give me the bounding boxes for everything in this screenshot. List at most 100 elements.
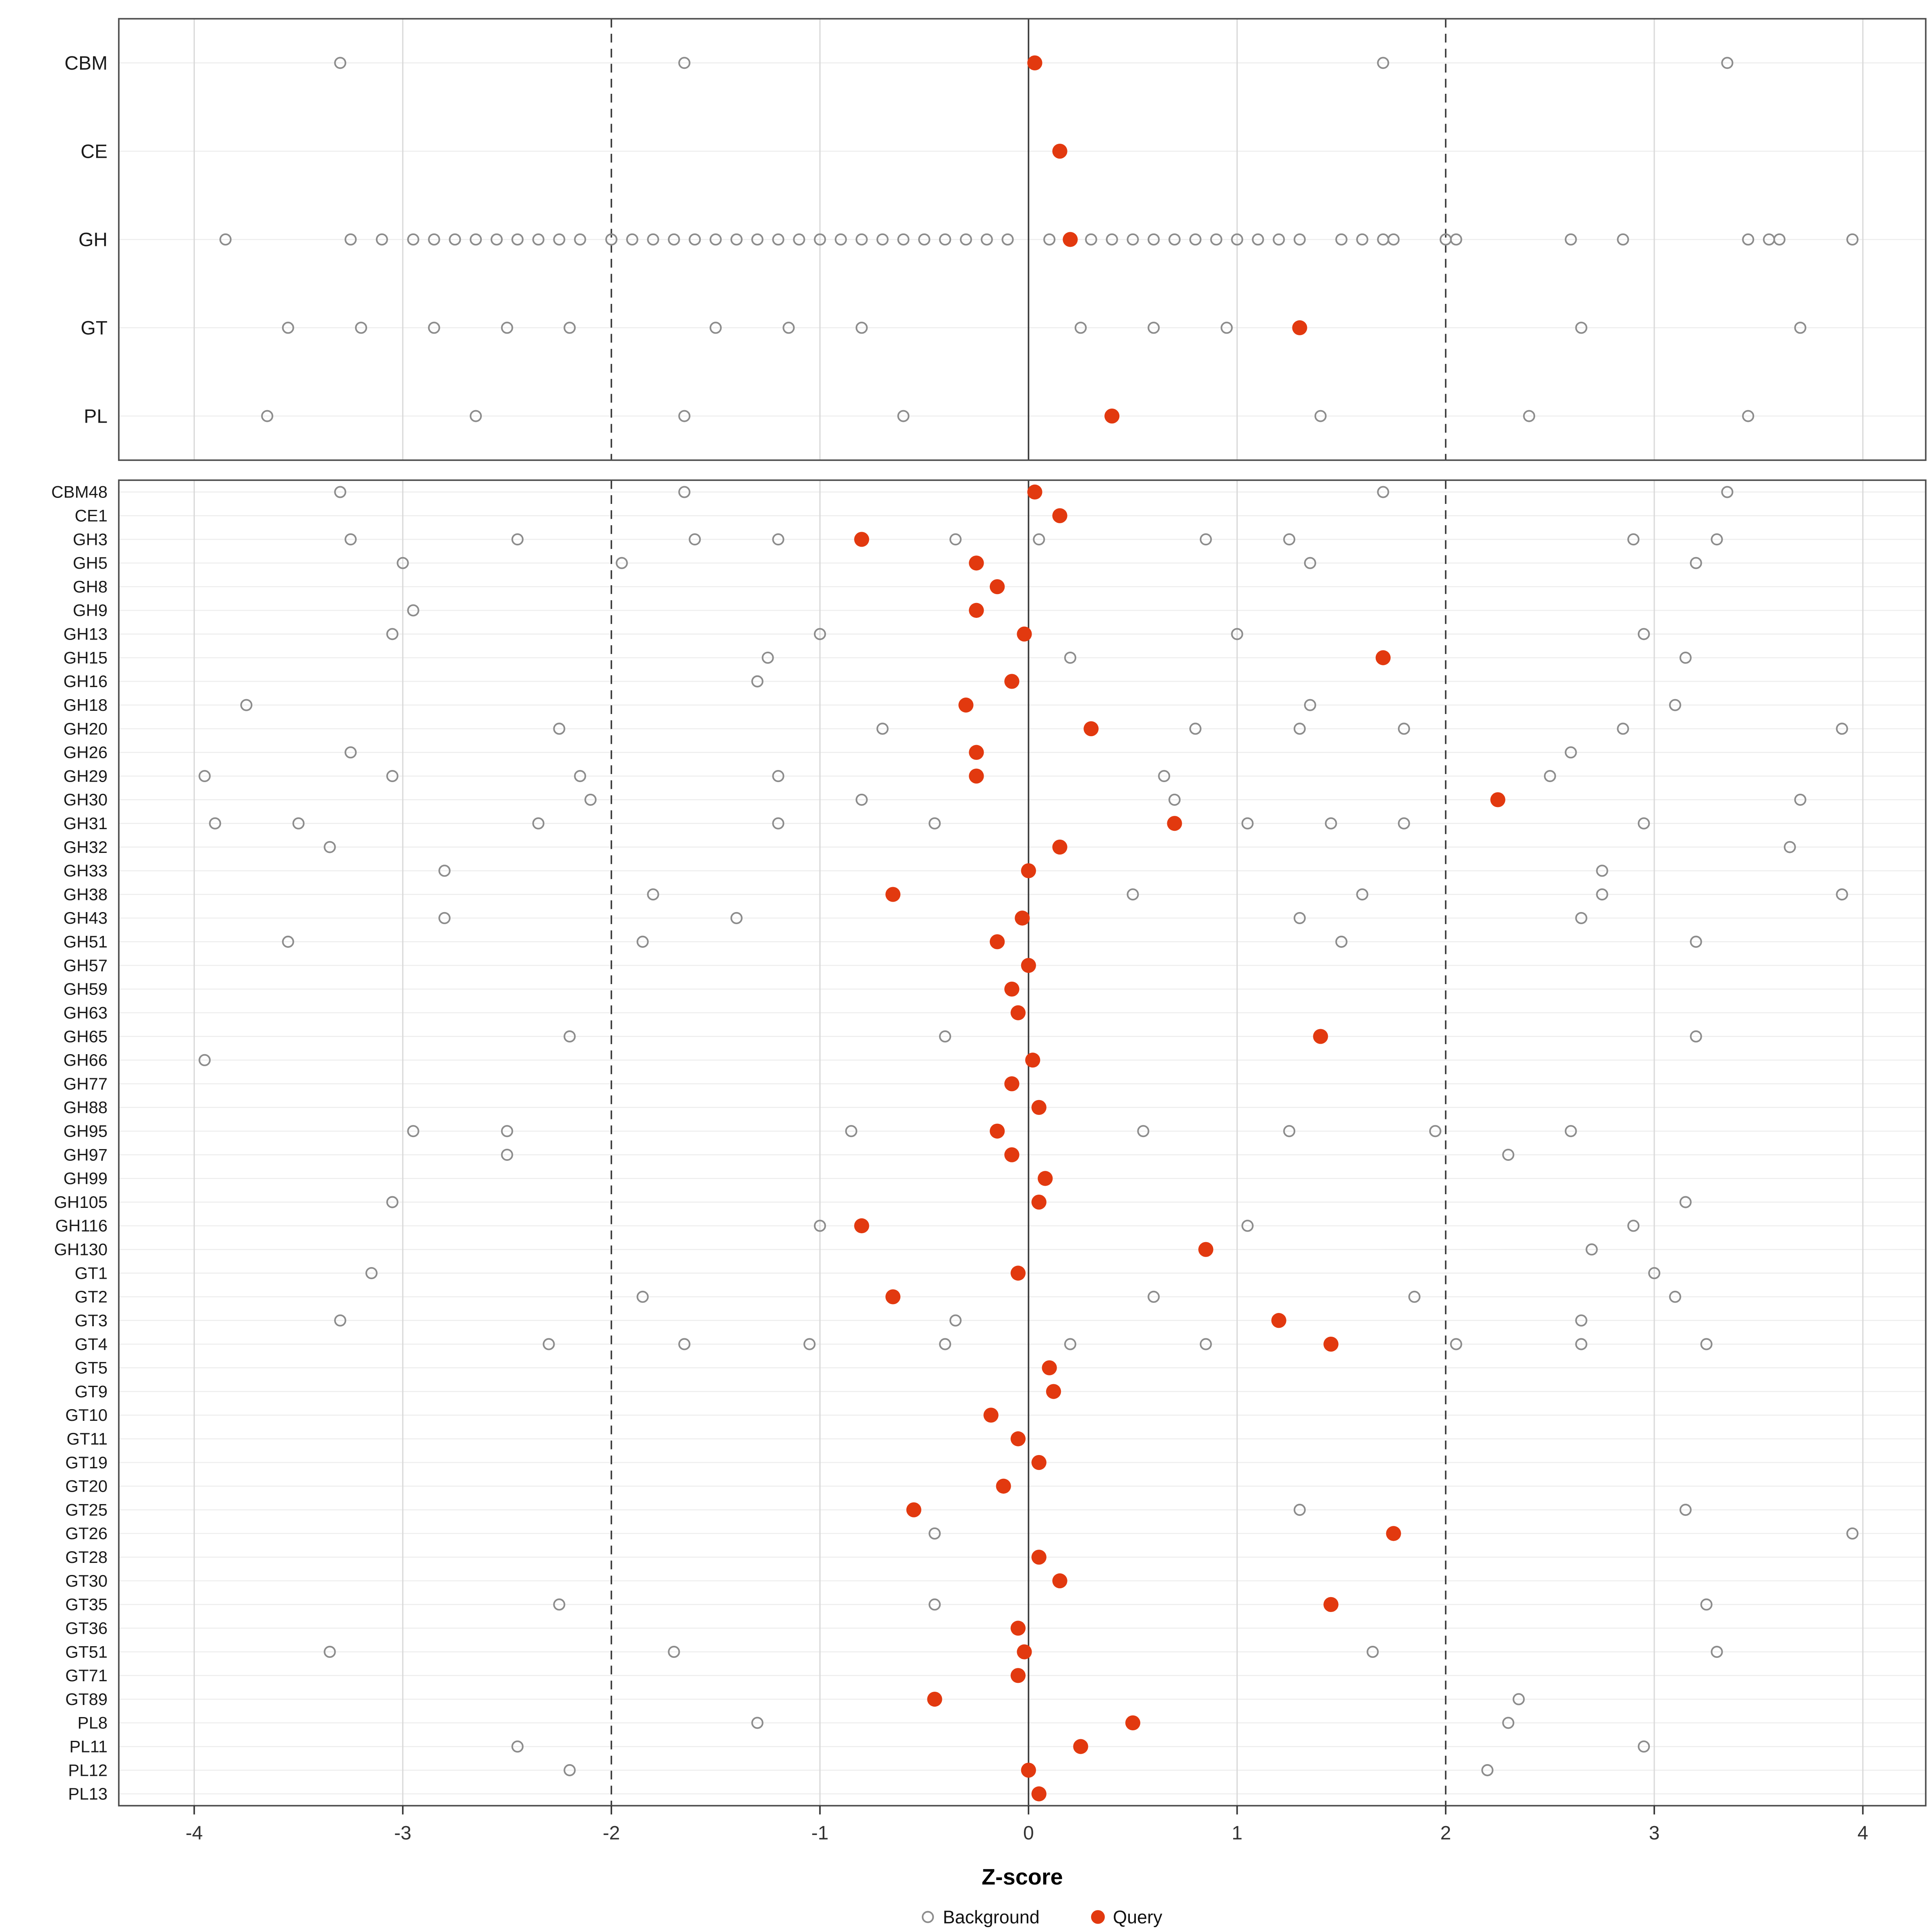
background-point (1575, 322, 1587, 334)
query-point (1004, 1076, 1020, 1092)
background-point (1585, 1243, 1598, 1256)
background-point (198, 1054, 211, 1066)
query-point (1027, 55, 1042, 70)
background-point (814, 1220, 826, 1232)
legend-query-label: Query (1113, 1907, 1162, 1927)
background-point (1273, 233, 1285, 246)
background-point (1783, 841, 1796, 853)
background-point (1836, 888, 1848, 901)
background-point (345, 533, 357, 546)
background-point (605, 233, 617, 246)
background-point (1148, 233, 1160, 246)
background-point (334, 57, 347, 69)
y-axis-label: GH77 (64, 1074, 108, 1093)
panel-border (118, 479, 1927, 1807)
background-point (1523, 410, 1536, 422)
query-point (1017, 626, 1032, 642)
family-summary-panel: CBM CE GH GT PL (64, 18, 1927, 461)
y-axis-label: PL (84, 405, 107, 427)
background-point (438, 912, 451, 925)
query-point (1104, 408, 1120, 424)
background-point (1669, 699, 1681, 711)
query-point (958, 698, 974, 713)
background-point (490, 233, 503, 246)
background-point (1199, 533, 1212, 546)
y-axis-label: CBM48 (51, 483, 107, 502)
background-point (939, 233, 952, 246)
background-point (1711, 533, 1723, 546)
background-point (574, 770, 586, 782)
background-point (407, 604, 419, 617)
background-point (1252, 233, 1264, 246)
background-point (553, 1598, 566, 1611)
background-point (647, 888, 659, 901)
background-point (324, 1645, 336, 1658)
y-axis-label: GH105 (54, 1193, 107, 1212)
background-point (772, 817, 784, 830)
query-point (1046, 1384, 1061, 1399)
background-point (1283, 1125, 1296, 1137)
background-point (1679, 651, 1692, 664)
x-tick-label: -2 (603, 1822, 620, 1844)
background-point (1199, 1338, 1212, 1350)
y-axis-label: GT9 (75, 1382, 108, 1401)
query-point (1021, 958, 1036, 973)
background-point (345, 233, 357, 246)
query-point (1010, 1620, 1026, 1636)
query-point (1323, 1597, 1339, 1612)
background-point (678, 1338, 691, 1350)
background-point (543, 1338, 555, 1350)
y-axis-label: GT10 (65, 1406, 107, 1424)
background-point (1408, 1290, 1421, 1303)
background-point (1565, 233, 1577, 246)
background-point (762, 651, 774, 664)
background-point (219, 233, 232, 246)
background-point (553, 722, 566, 735)
background-point (438, 865, 451, 877)
y-axis-label: GH15 (64, 648, 108, 667)
background-point (1679, 1196, 1692, 1208)
background-point (1638, 817, 1650, 830)
panel-border (118, 18, 1927, 461)
background-point (1742, 410, 1754, 422)
background-point (1513, 1693, 1525, 1705)
query-point (854, 1218, 869, 1234)
query-point (1031, 1455, 1046, 1470)
background-point (1293, 912, 1306, 925)
background-point (855, 233, 868, 246)
background-point (564, 1764, 576, 1777)
background-point (814, 628, 826, 640)
query-point (1198, 1242, 1214, 1257)
background-point (1220, 322, 1233, 334)
y-axis-label: GT28 (65, 1548, 107, 1567)
y-axis-label: GH130 (54, 1240, 107, 1259)
background-point (1711, 1645, 1723, 1658)
panel-background (119, 480, 1926, 1806)
background-point (1544, 770, 1556, 782)
y-axis-label: GH88 (64, 1098, 108, 1117)
background-point (897, 233, 910, 246)
query-point (969, 768, 984, 784)
y-axis-label: GT5 (75, 1358, 108, 1377)
background-point (1335, 935, 1348, 948)
y-axis-label: GH65 (64, 1027, 108, 1046)
background-point (1450, 1338, 1462, 1350)
y-axis-label: GH9 (73, 601, 107, 620)
background-point (1690, 935, 1702, 948)
background-point (855, 793, 868, 806)
x-tick-label: 2 (1440, 1822, 1451, 1844)
background-point (1690, 1030, 1702, 1043)
query-point (1021, 1763, 1036, 1778)
background-point (1627, 533, 1640, 546)
y-axis-label: GT26 (65, 1524, 107, 1543)
background-point (1846, 233, 1859, 246)
background-point (1304, 557, 1316, 569)
y-axis-label: GH18 (64, 696, 108, 714)
background-point (730, 233, 743, 246)
background-point (1502, 1717, 1515, 1729)
background-point (1231, 233, 1243, 246)
query-point (885, 887, 901, 902)
subfamily-detail-panel: CBM48 CE1 GH3 GH5 GH8 GH9 GH13 GH15 GH16 GH18 GH20… (51, 479, 1927, 1807)
background-point (511, 1740, 524, 1753)
query-point (1010, 1005, 1026, 1020)
